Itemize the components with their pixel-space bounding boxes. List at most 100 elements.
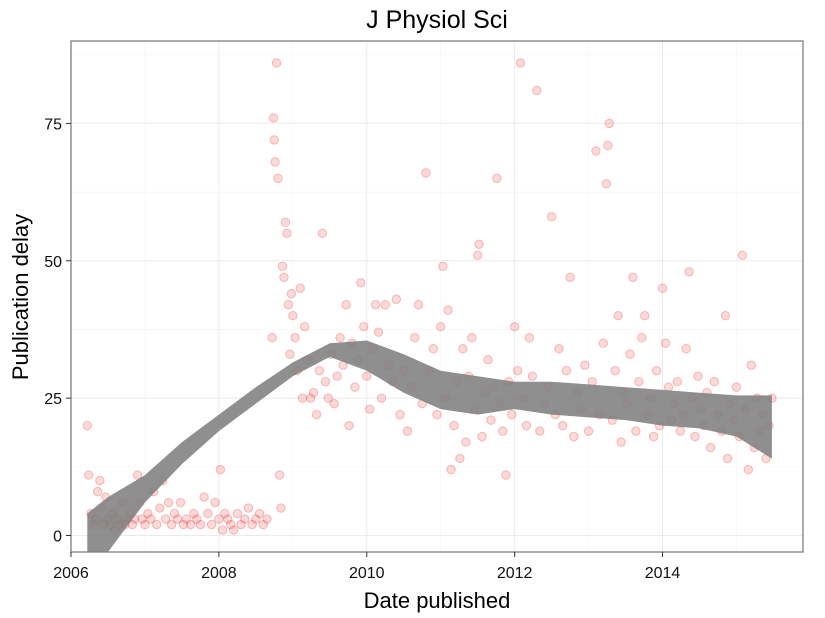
data-point xyxy=(214,514,224,524)
data-point xyxy=(317,228,328,239)
x-tick-label: 2010 xyxy=(349,565,385,582)
data-point xyxy=(532,85,542,96)
y-tick-label: 75 xyxy=(44,116,62,133)
data-point xyxy=(554,343,564,354)
data-point xyxy=(535,426,545,436)
data-point xyxy=(178,519,189,530)
data-point xyxy=(82,420,92,431)
data-point xyxy=(297,393,308,403)
data-point xyxy=(580,360,590,370)
data-point xyxy=(295,283,305,293)
data-point xyxy=(428,343,439,354)
data-point xyxy=(625,349,635,359)
data-point xyxy=(512,365,523,376)
y-tick-label: 25 xyxy=(44,391,62,408)
data-point xyxy=(189,508,199,519)
data-point xyxy=(268,113,279,123)
data-point xyxy=(410,333,420,343)
data-point xyxy=(681,343,691,354)
data-point xyxy=(359,322,369,332)
data-point xyxy=(181,514,192,524)
data-point xyxy=(472,250,483,260)
data-point xyxy=(195,519,206,530)
data-point xyxy=(492,173,502,184)
data-point xyxy=(314,365,325,376)
data-point xyxy=(262,514,272,524)
data-point xyxy=(515,58,526,68)
data-point xyxy=(169,508,180,519)
data-point xyxy=(628,272,638,282)
chart-title: J Physiol Sci xyxy=(366,6,508,34)
data-point xyxy=(634,376,644,387)
data-point xyxy=(474,239,484,250)
data-point xyxy=(350,382,360,392)
data-point xyxy=(663,382,674,392)
data-point xyxy=(506,409,517,420)
data-point xyxy=(648,431,659,442)
data-point xyxy=(299,322,310,332)
data-point xyxy=(737,250,748,260)
data-point xyxy=(546,212,557,222)
x-tick-label: 2012 xyxy=(497,565,533,582)
x-tick-label: 2014 xyxy=(645,565,681,582)
data-point xyxy=(305,393,316,403)
data-point xyxy=(247,519,257,530)
data-point xyxy=(640,311,650,321)
data-point xyxy=(320,376,331,387)
data-point xyxy=(332,371,342,381)
data-point xyxy=(356,278,366,288)
data-point xyxy=(285,349,295,359)
data-point xyxy=(282,228,292,239)
data-point xyxy=(210,497,220,508)
data-point xyxy=(335,333,345,343)
data-point xyxy=(311,409,322,420)
data-point xyxy=(223,514,233,524)
data-point xyxy=(443,305,453,315)
data-point xyxy=(203,508,213,519)
data-point xyxy=(527,371,538,381)
data-point xyxy=(435,322,446,332)
data-point xyxy=(449,420,459,431)
data-point xyxy=(308,387,319,398)
data-point xyxy=(458,343,468,354)
data-point xyxy=(446,464,456,475)
data-point xyxy=(277,261,288,271)
data-point xyxy=(160,514,171,524)
data-point xyxy=(693,371,703,381)
data-point xyxy=(172,514,183,524)
data-point xyxy=(137,514,147,524)
data-point xyxy=(675,426,685,436)
data-point xyxy=(276,503,286,513)
data-point xyxy=(603,140,613,151)
grid-lines xyxy=(70,41,803,552)
data-point xyxy=(604,118,614,129)
panel-border xyxy=(70,40,804,553)
data-point xyxy=(583,426,594,436)
data-point xyxy=(362,371,372,381)
data-point xyxy=(228,525,239,535)
smooth-band xyxy=(87,340,772,552)
data-point xyxy=(280,217,291,228)
data-point xyxy=(163,497,174,508)
data-point xyxy=(722,453,733,464)
data-point xyxy=(524,333,535,343)
data-point xyxy=(376,393,387,403)
data-point xyxy=(501,470,511,480)
data-point xyxy=(217,525,228,535)
data-point xyxy=(286,289,297,299)
data-point xyxy=(251,514,261,524)
data-point xyxy=(690,431,700,442)
data-point xyxy=(370,300,381,310)
panel-background xyxy=(71,41,803,552)
data-point xyxy=(84,470,94,480)
data-point xyxy=(598,338,609,348)
data-point xyxy=(273,173,283,184)
y-axis: 0 25 50 75 xyxy=(44,116,71,546)
data-point xyxy=(95,475,105,486)
data-point xyxy=(288,311,298,321)
data-point xyxy=(279,272,289,282)
data-point xyxy=(243,503,254,513)
data-point xyxy=(731,382,742,392)
data-point xyxy=(226,519,236,530)
